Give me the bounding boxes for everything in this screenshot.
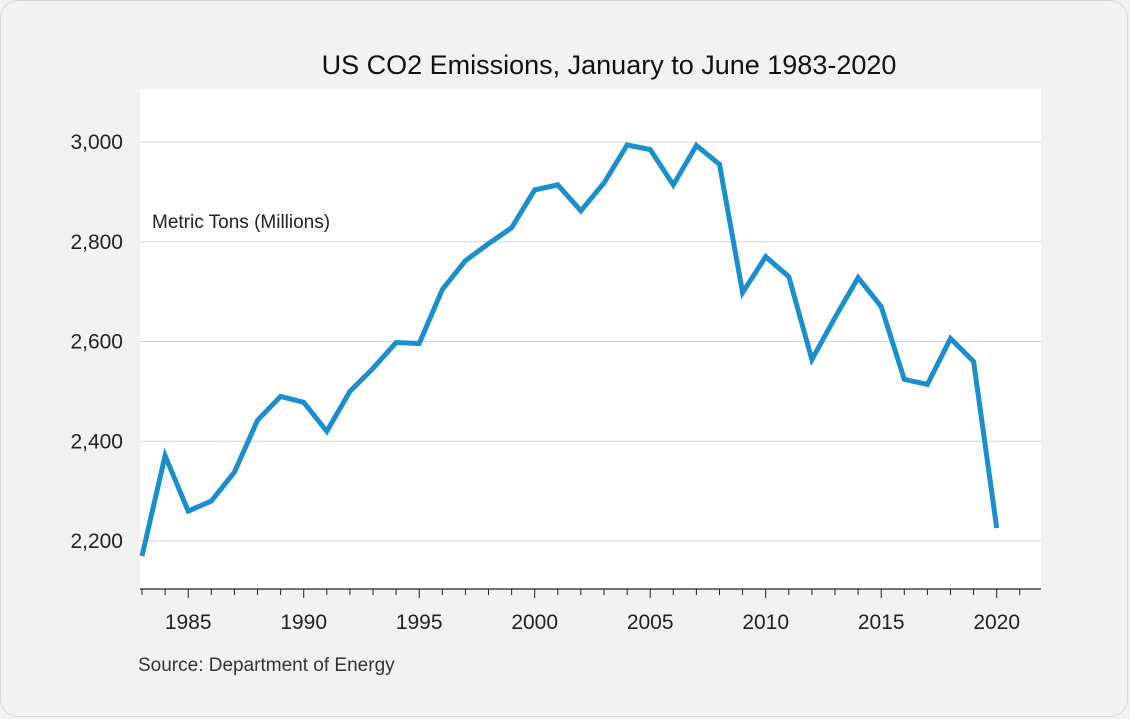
y-axis-ticks: 2,200 2,400 2,600 2,800 3,000 bbox=[70, 131, 123, 553]
chart-title: US CO2 Emissions, January to June 1983-2… bbox=[322, 50, 897, 80]
x-tick-label-2015: 2015 bbox=[858, 611, 905, 634]
series-group bbox=[139, 141, 1000, 557]
x-axis-ticks: 1985 1990 1995 2000 2005 2010 2015 2020 bbox=[165, 611, 1020, 634]
x-tick-label-1985: 1985 bbox=[165, 611, 212, 634]
series-line-0 bbox=[139, 141, 1000, 557]
y-axis-label: Metric Tons (Millions) bbox=[152, 212, 330, 233]
y-tick-label-3000: 3,000 bbox=[70, 131, 123, 154]
y-tick-label-2800: 2,800 bbox=[70, 231, 123, 254]
y-tick-label-2200: 2,200 bbox=[70, 530, 123, 553]
y-tick-label-2400: 2,400 bbox=[70, 430, 123, 453]
grid-lines bbox=[140, 141, 1041, 542]
source-note: Source: Department of Energy bbox=[138, 655, 395, 676]
x-tick-label-1995: 1995 bbox=[396, 611, 443, 634]
x-tick-label-2000: 2000 bbox=[511, 611, 558, 634]
x-tick-label-1990: 1990 bbox=[280, 611, 327, 634]
plot-background bbox=[140, 89, 1041, 589]
x-tick-label-2010: 2010 bbox=[742, 611, 789, 634]
x-axis bbox=[140, 588, 1041, 598]
x-tick-label-2005: 2005 bbox=[627, 611, 674, 634]
x-tick-label-2020: 2020 bbox=[973, 611, 1020, 634]
y-tick-label-2600: 2,600 bbox=[70, 331, 123, 354]
